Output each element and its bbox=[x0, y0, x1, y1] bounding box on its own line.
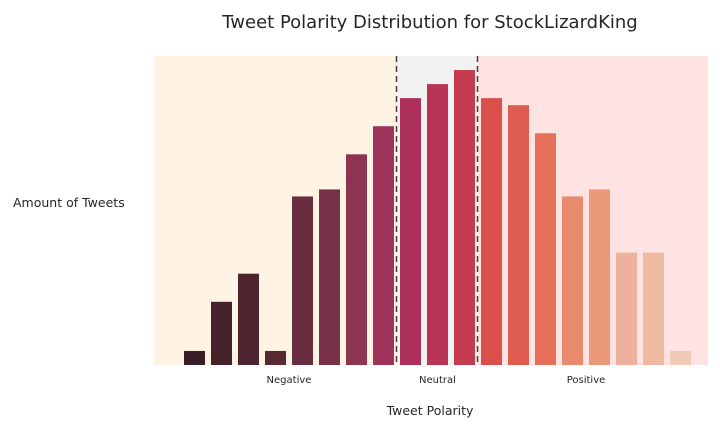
bar-13 bbox=[535, 133, 556, 365]
bar-14 bbox=[562, 196, 583, 365]
x-tick-negative: Negative bbox=[267, 375, 312, 386]
chart-title: Tweet Polarity Distribution for StockLiz… bbox=[221, 12, 637, 33]
bar-8 bbox=[400, 98, 421, 366]
bar-2 bbox=[238, 273, 259, 365]
bar-18 bbox=[670, 350, 691, 365]
bar-15 bbox=[589, 189, 610, 365]
bar-1 bbox=[211, 301, 232, 365]
y-axis-label: Amount of Tweets bbox=[13, 195, 125, 210]
bar-0 bbox=[184, 350, 205, 365]
divider-lines bbox=[395, 56, 479, 365]
bar-4 bbox=[292, 196, 313, 365]
x-axis-label: Tweet Polarity bbox=[386, 403, 474, 418]
bar-5 bbox=[319, 189, 340, 365]
x-tick-labels: Negative Neutral Positive bbox=[267, 375, 606, 386]
bar-16 bbox=[616, 252, 637, 365]
bar-12 bbox=[508, 105, 529, 365]
bar-6 bbox=[346, 154, 367, 365]
x-tick-neutral: Neutral bbox=[419, 375, 456, 386]
x-tick-positive: Positive bbox=[567, 375, 606, 386]
bar-10 bbox=[454, 70, 475, 365]
bar-9 bbox=[427, 84, 448, 365]
bar-11 bbox=[481, 98, 502, 366]
bar-3 bbox=[265, 350, 286, 365]
bar-17 bbox=[643, 252, 664, 365]
bar-series bbox=[184, 70, 691, 366]
bar-7 bbox=[373, 126, 394, 366]
